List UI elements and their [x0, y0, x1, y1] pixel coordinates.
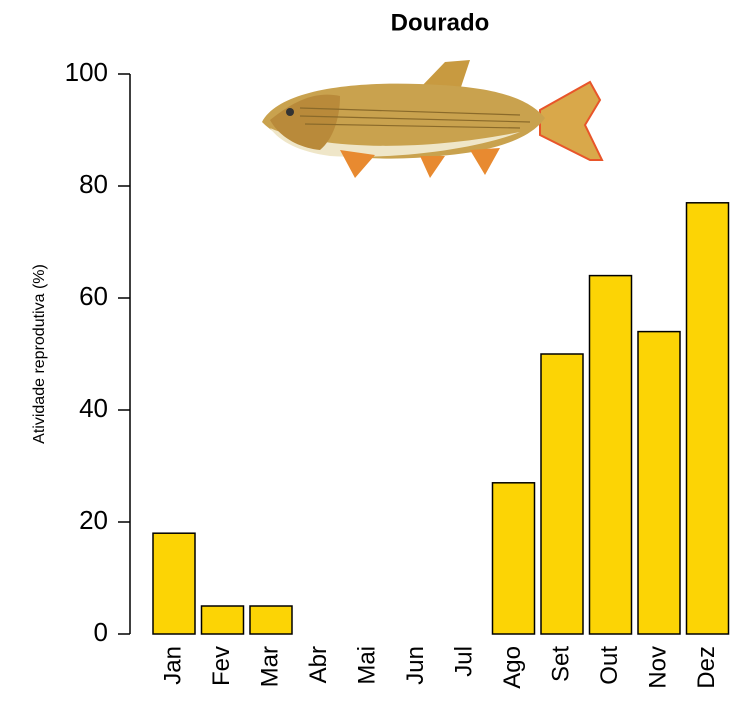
y-tick-label: 20 — [79, 505, 108, 535]
bar — [249, 605, 293, 635]
y-tick-label: 0 — [94, 617, 108, 647]
bar — [540, 353, 584, 635]
y-tick-label: 100 — [65, 57, 108, 87]
x-tick-label: Ago — [499, 646, 526, 689]
bar — [637, 330, 681, 635]
bar — [685, 202, 730, 635]
x-tick-label: Jun — [402, 646, 429, 685]
x-tick-label: Fev — [208, 646, 235, 686]
x-tick-label: Jul — [450, 646, 477, 677]
x-tick-label: Out — [596, 646, 623, 685]
bar — [588, 274, 633, 635]
y-tick-label: 80 — [79, 169, 108, 199]
x-tick-label: Set — [547, 646, 574, 682]
x-tick-label: Dez — [693, 646, 720, 689]
x-tick-label: Nov — [644, 646, 671, 689]
x-tick-label: Abr — [305, 646, 332, 683]
chart-title: Dourado — [391, 9, 490, 36]
y-tick-label: 60 — [79, 281, 108, 311]
y-tick-label: 40 — [79, 393, 108, 423]
bar — [200, 605, 245, 635]
x-tick-label: Mar — [256, 646, 283, 687]
bar — [152, 532, 196, 635]
x-tick-label: Jan — [159, 646, 186, 685]
x-tick-label: Mai — [353, 646, 380, 685]
fish-illustration — [262, 60, 604, 178]
y-axis-label: Atividade reprodutiva (%) — [31, 264, 48, 444]
bar — [491, 482, 536, 635]
